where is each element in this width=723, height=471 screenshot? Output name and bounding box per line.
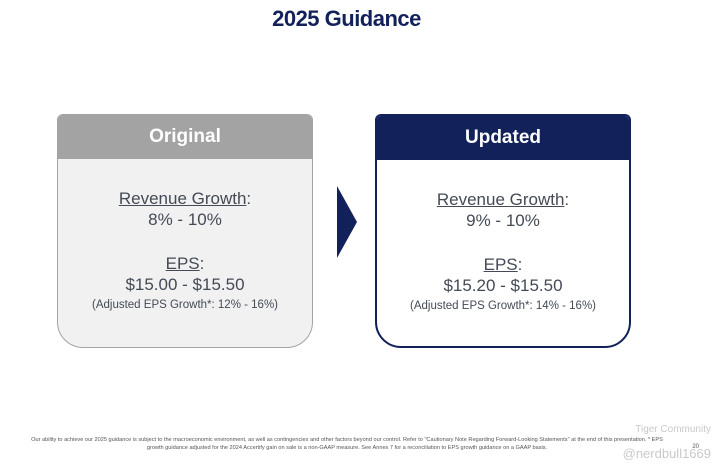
updated-eps-label: EPS: <box>483 255 523 274</box>
page-title: 2025 Guidance <box>272 6 421 31</box>
updated-card-body: Revenue Growth: 9% - 10% EPS: $15.20 - $… <box>377 160 629 312</box>
updated-revenue-value: 9% - 10% <box>466 211 540 230</box>
page-number: 20 <box>692 444 699 450</box>
disclaimer-footnote: Our ability to achieve our 2025 guidance… <box>31 437 663 451</box>
updated-card-header: Updated <box>377 116 629 160</box>
updated-guidance-card: Updated Revenue Growth: 9% - 10% EPS: $1… <box>375 114 631 348</box>
arrow-right-icon <box>337 186 357 258</box>
original-eps-label-text: EPS <box>165 254 200 273</box>
original-card-body: Revenue Growth: 8% - 10% EPS: $15.00 - $… <box>58 159 312 311</box>
original-eps-note: (Adjusted EPS Growth*: 12% - 16%) <box>92 299 278 311</box>
updated-eps-label-text: EPS <box>483 255 518 274</box>
updated-eps-note: (Adjusted EPS Growth*: 14% - 16%) <box>410 300 596 312</box>
original-eps-label: EPS: <box>165 254 205 273</box>
updated-revenue-label: Revenue Growth: <box>436 190 570 209</box>
original-revenue-value: 8% - 10% <box>148 210 222 229</box>
updated-eps-value: $15.20 - $15.50 <box>443 276 563 295</box>
original-eps-value: $15.00 - $15.50 <box>125 275 245 294</box>
original-revenue-label: Revenue Growth: <box>118 189 252 208</box>
updated-revenue-label-text: Revenue Growth <box>436 190 565 209</box>
watermark-community: Tiger Community <box>635 424 711 435</box>
original-guidance-card: Original Revenue Growth: 8% - 10% EPS: $… <box>57 114 313 348</box>
watermark-user: @nerdbull1669 <box>622 446 711 461</box>
original-card-header: Original <box>58 115 312 159</box>
original-revenue-label-text: Revenue Growth <box>118 189 247 208</box>
